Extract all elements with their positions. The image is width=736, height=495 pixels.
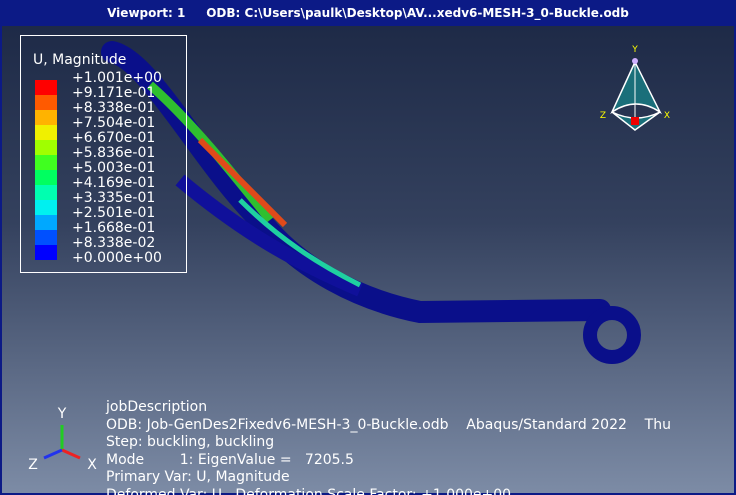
legend-label: +1.001e+00 xyxy=(72,70,162,86)
legend-swatch xyxy=(35,125,57,140)
legend-label: +3.335e-01 xyxy=(72,190,156,206)
legend xyxy=(20,35,187,273)
view-triad: Y Z X xyxy=(600,45,670,131)
part-contour xyxy=(197,137,288,228)
legend-label: +0.000e+00 xyxy=(72,250,162,266)
info-line: Step: buckling, buckling xyxy=(106,434,275,450)
axis-label: Y xyxy=(57,406,67,422)
part-strut xyxy=(175,174,363,297)
legend-swatch xyxy=(35,230,57,245)
legend-swatch xyxy=(35,200,57,215)
axis-label: Z xyxy=(28,457,38,473)
triad: Y Z X xyxy=(28,406,97,473)
legend-label: +5.003e-01 xyxy=(72,160,156,176)
viewport-title: Viewport: 1 ODB: C:\Users\paulk\Desktop\… xyxy=(0,0,736,26)
legend-label: +5.836e-01 xyxy=(72,145,156,161)
axis-label: X xyxy=(664,111,670,121)
axis-label: Z xyxy=(600,111,606,121)
legend-label: +9.171e-01 xyxy=(72,85,156,101)
part-contour xyxy=(238,198,362,288)
legend-swatch xyxy=(35,140,57,155)
legend-label: +1.668e-01 xyxy=(72,220,156,236)
viewport-frame xyxy=(0,26,736,495)
legend-swatch xyxy=(35,155,57,170)
legend-title: U, Magnitude xyxy=(33,52,127,68)
legend-swatch xyxy=(35,185,57,200)
axis-label: X xyxy=(87,457,97,473)
legend-label: +4.169e-01 xyxy=(72,175,156,191)
info-line: Deformed Var: U Deformation Scale Factor… xyxy=(106,486,512,495)
axis-label: Y xyxy=(631,45,638,55)
legend-label: +2.501e-01 xyxy=(72,205,156,221)
legend-swatch xyxy=(35,215,57,230)
info-line: Mode 1: EigenValue = 7205.5 xyxy=(106,451,354,468)
legend-swatch xyxy=(35,245,57,260)
info-line: jobDescription xyxy=(106,399,208,415)
legend-label: +8.338e-01 xyxy=(72,100,156,116)
legend-swatch xyxy=(35,170,57,185)
legend-swatch xyxy=(35,110,57,125)
legend-swatch xyxy=(35,95,57,110)
legend-label: +6.670e-01 xyxy=(72,130,156,146)
info-line: Primary Var: U, Magnitude xyxy=(106,469,290,485)
legend-label: +7.504e-01 xyxy=(72,115,156,131)
legend-label: +8.338e-02 xyxy=(72,235,156,251)
legend-swatch xyxy=(35,80,57,95)
info-line: ODB: Job-GenDes2Fixedv6-MESH-3_0-Buckle.… xyxy=(106,416,671,433)
part-eye xyxy=(583,306,641,364)
